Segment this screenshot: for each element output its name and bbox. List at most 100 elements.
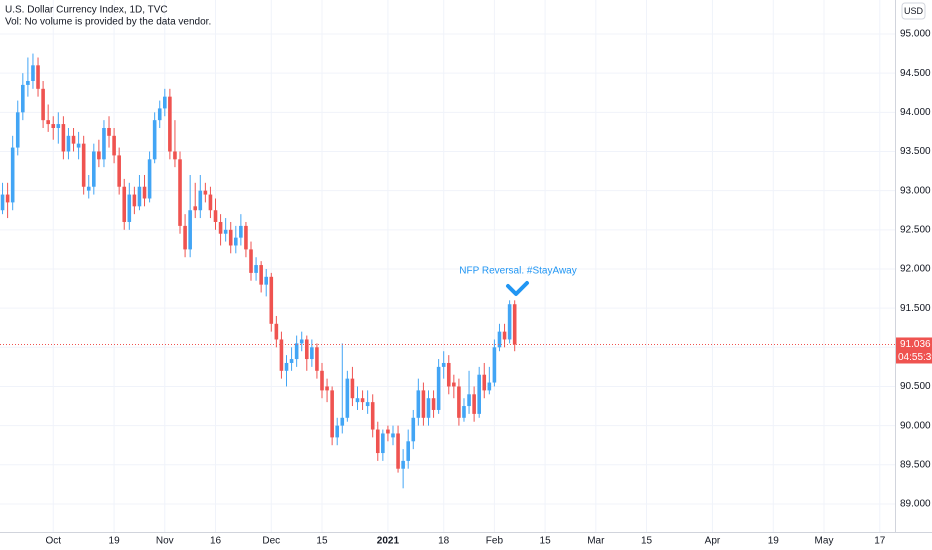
y-tick-label: 93.000 xyxy=(900,185,931,196)
candle-body xyxy=(386,429,390,434)
candle-body xyxy=(122,186,127,222)
candle-body xyxy=(411,417,416,442)
countdown-label: 04:55:39 xyxy=(898,352,932,363)
candle-body xyxy=(335,425,340,438)
x-tick-label: Nov xyxy=(156,536,174,547)
candle-body xyxy=(330,390,334,438)
candle-body xyxy=(315,347,319,371)
candle-body xyxy=(168,96,172,152)
currency-button[interactable] xyxy=(901,2,926,20)
candle-body xyxy=(107,127,111,136)
candle-body xyxy=(472,394,476,414)
x-tick-label: 16 xyxy=(210,536,222,547)
candle-body xyxy=(71,135,76,144)
candle-body xyxy=(0,194,5,211)
candle-body xyxy=(477,374,481,414)
candle-body xyxy=(112,135,116,156)
candle-body xyxy=(375,429,380,454)
candle-body xyxy=(233,237,238,246)
candle-body xyxy=(416,390,421,418)
candle-body xyxy=(259,265,263,285)
candle-body xyxy=(345,378,350,418)
candle-body xyxy=(223,229,228,234)
candle-body xyxy=(294,343,299,360)
candle-body xyxy=(254,265,258,273)
candle-body xyxy=(46,120,50,125)
candle-body xyxy=(360,398,365,403)
candle-body xyxy=(492,347,497,383)
candle-body xyxy=(76,143,81,148)
y-tick-label: 94.000 xyxy=(900,107,931,118)
candle-body xyxy=(97,151,101,160)
last-price-box xyxy=(896,337,932,351)
candle-body xyxy=(381,433,385,454)
candle-body xyxy=(289,359,294,363)
candle-body xyxy=(467,394,471,407)
candle-body xyxy=(188,210,192,250)
annotation: NFP Reversal. #StayAway xyxy=(459,266,576,277)
candle-body xyxy=(86,186,91,191)
candle-body xyxy=(203,190,208,195)
candle-body xyxy=(157,108,162,121)
x-tick-label: Feb xyxy=(486,536,504,547)
last-price-label: 91.036 xyxy=(900,339,931,350)
candle-body xyxy=(21,84,25,113)
x-tick-label: 15 xyxy=(540,536,552,547)
candle-body xyxy=(127,194,132,222)
candle-body xyxy=(512,304,517,345)
candle-body xyxy=(81,143,86,187)
candle-body xyxy=(10,147,15,203)
annotation-arrow xyxy=(506,281,529,296)
candle-body xyxy=(41,88,45,121)
candle-body xyxy=(31,65,35,81)
candle-body xyxy=(152,120,157,160)
y-tick-label: 92.000 xyxy=(900,264,931,275)
candle-body xyxy=(193,206,198,211)
candle-body xyxy=(244,225,248,250)
candle-body xyxy=(198,190,203,211)
candle-body xyxy=(117,155,121,187)
candle-body xyxy=(340,417,345,426)
x-tick-label: Mar xyxy=(587,536,605,547)
x-tick-label: 15 xyxy=(316,536,328,547)
candle-body xyxy=(249,249,253,273)
candle-body xyxy=(239,225,243,238)
chart-subtitle: Vol: No volume is provided by the data v… xyxy=(5,17,211,28)
candle-body xyxy=(51,124,56,128)
candle-body xyxy=(15,112,20,148)
candle-body xyxy=(441,362,446,367)
candle-body xyxy=(446,362,451,387)
countdown-box xyxy=(896,350,932,364)
candle-body xyxy=(132,194,137,207)
candle-body xyxy=(61,124,66,152)
x-tick-label: Oct xyxy=(45,536,61,547)
candle-body xyxy=(173,151,177,160)
x-tick-label: 15 xyxy=(641,536,653,547)
chart-title: U.S. Dollar Currency Index, 1D, TVC xyxy=(5,5,168,16)
candle-body xyxy=(452,382,456,387)
candle-body xyxy=(507,304,512,340)
candle-body xyxy=(147,159,152,199)
y-tick-label: 90.500 xyxy=(900,381,931,392)
candle-body xyxy=(320,370,324,391)
candles xyxy=(0,53,517,489)
candle-body xyxy=(142,186,147,199)
x-tick-label: 17 xyxy=(874,536,886,547)
currency-label[interactable]: USD xyxy=(904,6,924,16)
x-tick-label: 2021 xyxy=(377,536,400,547)
candle-body xyxy=(401,460,405,469)
y-tick-label: 92.500 xyxy=(900,224,931,235)
candle-body xyxy=(365,402,370,407)
candle-body xyxy=(183,225,187,250)
x-tick-label: 19 xyxy=(109,536,121,547)
candle-body xyxy=(502,331,507,340)
candle-body xyxy=(163,96,167,109)
x-tick-label: May xyxy=(815,536,834,547)
candle-body xyxy=(482,374,487,391)
candle-body xyxy=(350,378,355,399)
candle-body xyxy=(487,382,492,391)
candle-body xyxy=(92,151,96,187)
